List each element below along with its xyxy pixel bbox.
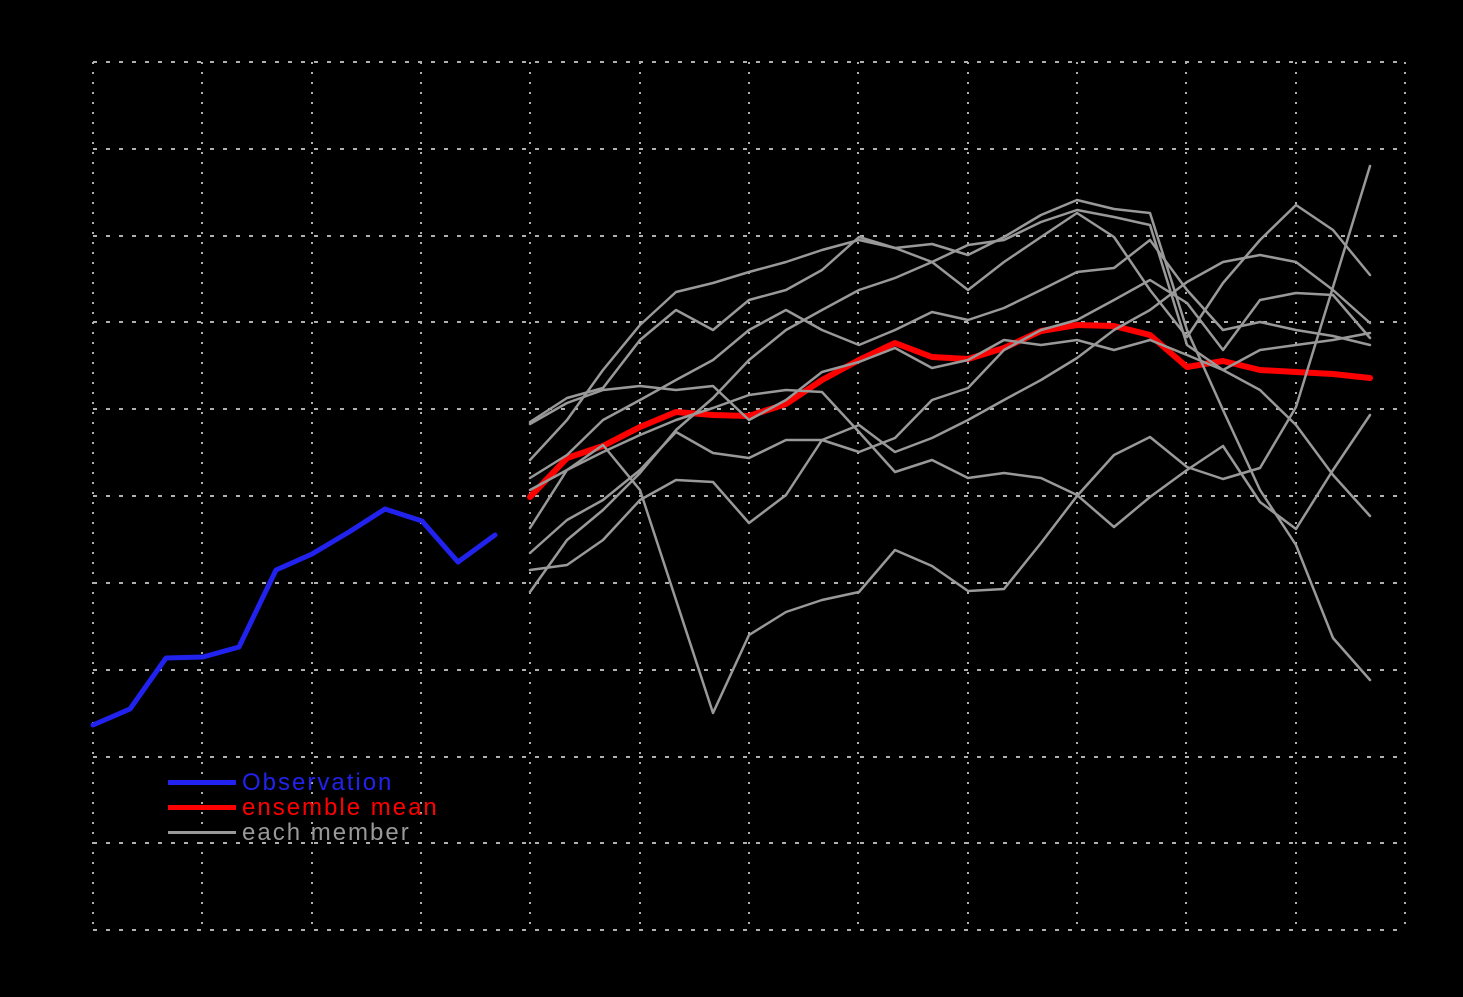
chart-legend: Observation ensemble mean each member: [168, 770, 439, 845]
member-line: [528, 253, 1372, 572]
member-line: [528, 203, 1372, 424]
observation-line: [90, 506, 498, 728]
legend-label-observation: Observation: [242, 769, 394, 796]
legend-row-ensemble-mean: ensemble mean: [168, 795, 439, 820]
member-line: [528, 388, 1372, 531]
member-line: [528, 164, 1372, 715]
legend-label-ensemble-mean: ensemble mean: [242, 794, 439, 821]
each-member-line-swatch: [168, 831, 236, 834]
member-line: [528, 331, 1372, 426]
ensemble-mean-line: [527, 322, 1373, 500]
observation-line-swatch: [168, 780, 236, 785]
member-line: [528, 208, 1372, 594]
member-line: [528, 198, 1372, 682]
legend-row-each-member: each member: [168, 820, 439, 845]
legend-label-each-member: each member: [242, 819, 411, 846]
ensemble-mean-line-swatch: [168, 805, 236, 810]
legend-row-observation: Observation: [168, 770, 439, 795]
member-line: [528, 278, 1372, 555]
member-line: [528, 238, 1372, 480]
